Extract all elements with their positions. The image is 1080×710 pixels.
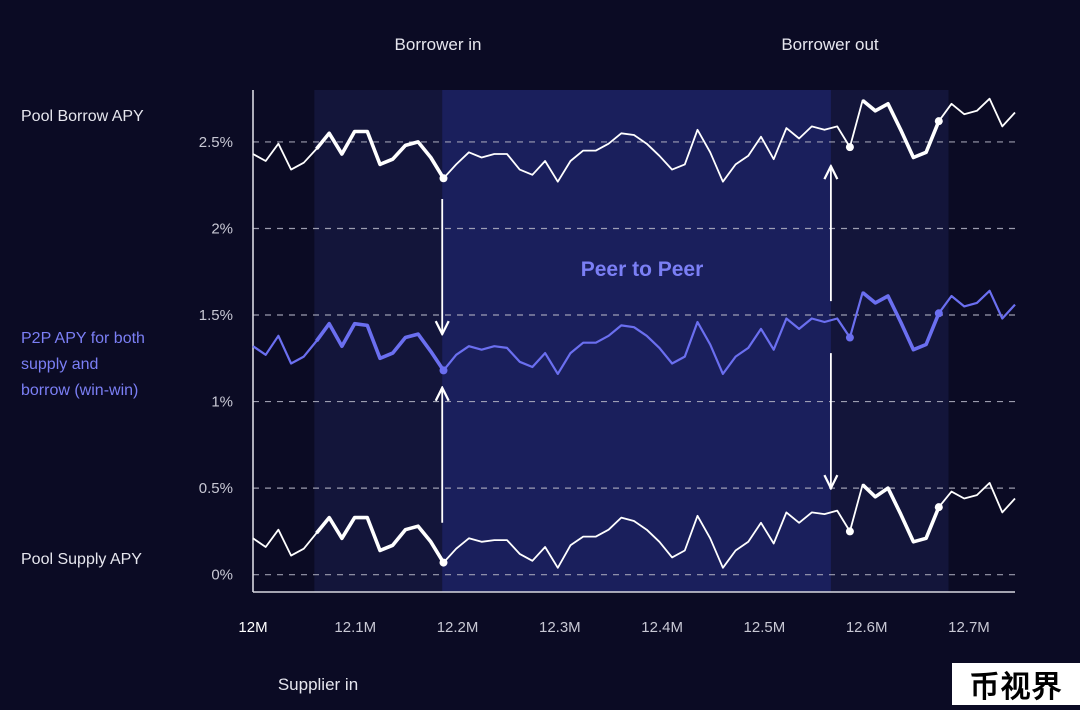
series-marker-0 xyxy=(934,117,943,126)
series-marker-0 xyxy=(439,174,448,183)
series-emphasis-1 xyxy=(315,321,445,372)
peer-to-peer-band xyxy=(442,90,831,592)
x-tick-label: 12.1M xyxy=(334,619,376,636)
y-tick-label: 1.5% xyxy=(199,307,233,324)
series-marker-2 xyxy=(845,527,854,536)
series-marker-0 xyxy=(845,143,854,152)
x-axis-title: Supplier in xyxy=(278,675,358,694)
x-tick-label: 12.2M xyxy=(437,619,479,636)
label-p2p-apy: P2P APY for both supply and borrow (win-wi… xyxy=(21,330,145,399)
series-emphasis-2 xyxy=(315,515,446,564)
watermark-logo: 币视界 xyxy=(952,663,1080,705)
x-tick-label: 12.3M xyxy=(539,619,581,636)
peer-to-peer-label: Peer to Peer xyxy=(581,258,704,281)
y-tick-label: 0.5% xyxy=(199,480,233,497)
y-tick-label: 2% xyxy=(211,220,233,237)
x-tick-label: 12M xyxy=(238,619,267,636)
series-marker-1 xyxy=(845,333,854,342)
x-tick-label: 12.4M xyxy=(641,619,683,636)
label-pool-supply-apy: Pool Supply APY xyxy=(21,551,142,568)
series-emphasis-1 xyxy=(861,291,941,352)
y-tick-label: 2.5% xyxy=(199,134,233,151)
series-marker-1 xyxy=(934,309,943,318)
series-emphasis-2 xyxy=(861,483,941,544)
x-tick-label: 12.7M xyxy=(948,619,990,636)
series-marker-1 xyxy=(439,366,448,375)
x-tick-label: 12.6M xyxy=(846,619,888,636)
series-emphasis-0 xyxy=(861,99,941,160)
label-pool-borrow-apy: Pool Borrow APY xyxy=(21,108,144,125)
y-tick-label: 1% xyxy=(211,394,233,411)
series-marker-2 xyxy=(439,558,448,567)
top-label-borrower-in: Borrower in xyxy=(395,35,482,54)
series-marker-2 xyxy=(934,503,943,512)
series-emphasis-0 xyxy=(315,129,446,180)
top-label-borrower-out: Borrower out xyxy=(781,35,879,54)
x-tick-label: 12.5M xyxy=(744,619,786,636)
y-tick-label: 0% xyxy=(211,567,233,584)
